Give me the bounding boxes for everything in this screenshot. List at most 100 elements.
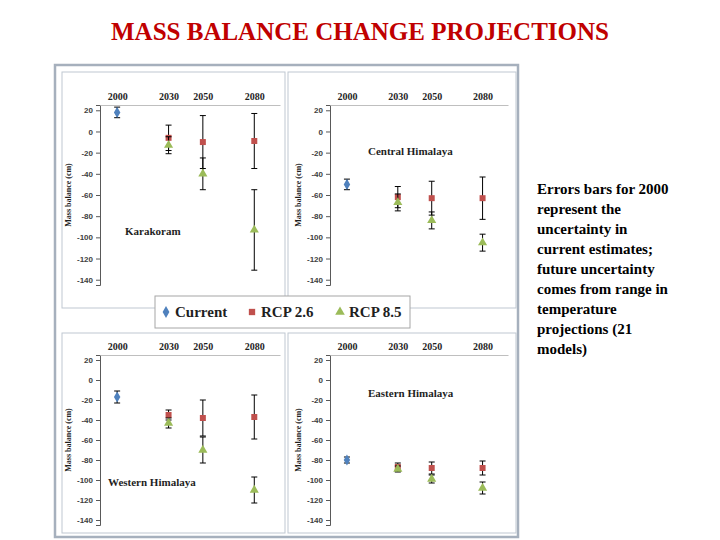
y-tick-label: -120 bbox=[307, 496, 324, 505]
y-axis-title: Mass balance (cm) bbox=[64, 163, 73, 227]
y-tick-label: -120 bbox=[77, 496, 94, 505]
y-tick: -100 bbox=[307, 476, 330, 485]
x-axis: 2000203020502080 bbox=[331, 91, 509, 106]
chart-title: Karakoram bbox=[125, 225, 181, 237]
error-bar-cap bbox=[480, 177, 486, 178]
chart-panel: 200-20-40-60-80-100-120-1402000203020502… bbox=[288, 72, 516, 308]
data-point bbox=[114, 391, 120, 402]
y-axis-title: Mass balance (cm) bbox=[64, 408, 73, 472]
legend-label: RCP 8.5 bbox=[349, 304, 402, 320]
y-tick-mark bbox=[96, 131, 100, 132]
data-point bbox=[429, 465, 435, 471]
y-tick-label: -40 bbox=[81, 416, 93, 425]
error-bar-cap bbox=[429, 181, 435, 182]
y-tick-mark bbox=[326, 400, 330, 401]
y-tick: -60 bbox=[81, 191, 100, 200]
y-axis-line bbox=[96, 356, 101, 526]
y-tick-mark bbox=[326, 380, 330, 381]
error-bar bbox=[114, 107, 120, 118]
y-tick: -60 bbox=[311, 436, 330, 445]
x-axis-line bbox=[331, 355, 509, 356]
x-tick: 2080 bbox=[245, 341, 265, 355]
error-bar-cap bbox=[200, 115, 206, 116]
error-bar-cap bbox=[251, 168, 257, 169]
y-tick-mark bbox=[96, 420, 100, 421]
y-tick-mark bbox=[96, 460, 100, 461]
y-axis-title: Mass balance (cm) bbox=[294, 163, 303, 227]
y-tick-label: -140 bbox=[307, 276, 324, 285]
y-axis-line bbox=[96, 106, 101, 286]
legend-marker bbox=[335, 306, 345, 314]
data-point bbox=[427, 215, 436, 223]
y-tick-label: -100 bbox=[77, 476, 94, 485]
x-tick-label: 2030 bbox=[159, 341, 179, 352]
y-tick: 20 bbox=[84, 106, 100, 115]
x-tick-label: 2050 bbox=[193, 341, 213, 352]
data-point bbox=[251, 414, 257, 420]
error-bar-cap bbox=[480, 494, 486, 495]
x-tick-label: 2080 bbox=[245, 341, 265, 352]
y-tick: 20 bbox=[314, 106, 330, 115]
x-axis: 2000203020502080 bbox=[101, 341, 281, 356]
error-bar bbox=[429, 462, 435, 474]
y-tick-label: -60 bbox=[311, 436, 323, 445]
note-line: uncertainty in bbox=[537, 221, 628, 237]
y-tick-label: 0 bbox=[319, 128, 324, 137]
y-tick: -20 bbox=[311, 396, 330, 405]
error-bar-cap bbox=[429, 483, 435, 484]
y-tick: -40 bbox=[81, 416, 100, 425]
x-tick: 2080 bbox=[473, 91, 493, 105]
error-bar-cap bbox=[200, 157, 206, 158]
error-bar-cap bbox=[166, 153, 172, 154]
x-tick-label: 2050 bbox=[193, 91, 213, 102]
y-tick: -40 bbox=[311, 170, 330, 179]
y-tick: -80 bbox=[311, 456, 330, 465]
series bbox=[164, 418, 259, 503]
note-line: Errors bars for 2000 bbox=[537, 181, 669, 197]
error-bar-cap bbox=[251, 503, 257, 504]
x-tick: 2050 bbox=[422, 341, 442, 355]
y-tick: -120 bbox=[307, 255, 330, 264]
x-tick: 2030 bbox=[159, 91, 179, 105]
y-tick-mark bbox=[326, 110, 330, 111]
error-bar-cap bbox=[166, 136, 172, 137]
y-tick-label: -40 bbox=[311, 416, 323, 425]
legend-box bbox=[155, 296, 410, 328]
x-tick: 2050 bbox=[193, 91, 213, 105]
y-tick-mark bbox=[96, 216, 100, 217]
legend: CurrentRCP 2.6RCP 8.5 bbox=[155, 296, 410, 328]
series bbox=[393, 464, 487, 494]
chart-title: Eastern Himalaya bbox=[368, 387, 454, 399]
y-tick-mark bbox=[326, 460, 330, 461]
y-tick-mark bbox=[326, 174, 330, 175]
plot-area bbox=[344, 177, 487, 251]
y-tick-label: -60 bbox=[81, 436, 93, 445]
plot-area bbox=[114, 107, 259, 270]
y-tick-mark bbox=[96, 110, 100, 111]
x-tick-label: 2030 bbox=[388, 91, 408, 102]
y-tick-label: -140 bbox=[307, 516, 324, 525]
error-bar bbox=[200, 400, 206, 436]
y-tick-label: -80 bbox=[81, 212, 93, 221]
data-point bbox=[480, 465, 486, 471]
x-tick-label: 2000 bbox=[108, 91, 128, 102]
data-point bbox=[198, 169, 207, 177]
y-tick: 20 bbox=[314, 356, 330, 365]
y-tick-label: 0 bbox=[89, 128, 94, 137]
chart-frame bbox=[288, 333, 516, 533]
series bbox=[166, 113, 258, 168]
data-point bbox=[200, 415, 206, 421]
slide: MASS BALANCE CHANGE PROJECTIONSErrors ba… bbox=[0, 0, 720, 540]
y-axis-line bbox=[326, 106, 331, 286]
error-bar-cap bbox=[166, 410, 172, 411]
x-axis: 2000203020502080 bbox=[331, 341, 509, 356]
y-tick-label: -60 bbox=[311, 191, 323, 200]
y-tick-mark bbox=[326, 480, 330, 481]
y-tick: -100 bbox=[77, 476, 100, 485]
y-tick-mark bbox=[326, 520, 330, 521]
y-tick-mark bbox=[326, 195, 330, 196]
legend-marker bbox=[249, 309, 255, 315]
data-point bbox=[164, 140, 173, 148]
note-line: projections (21 bbox=[537, 321, 632, 338]
y-tick: -40 bbox=[81, 170, 100, 179]
